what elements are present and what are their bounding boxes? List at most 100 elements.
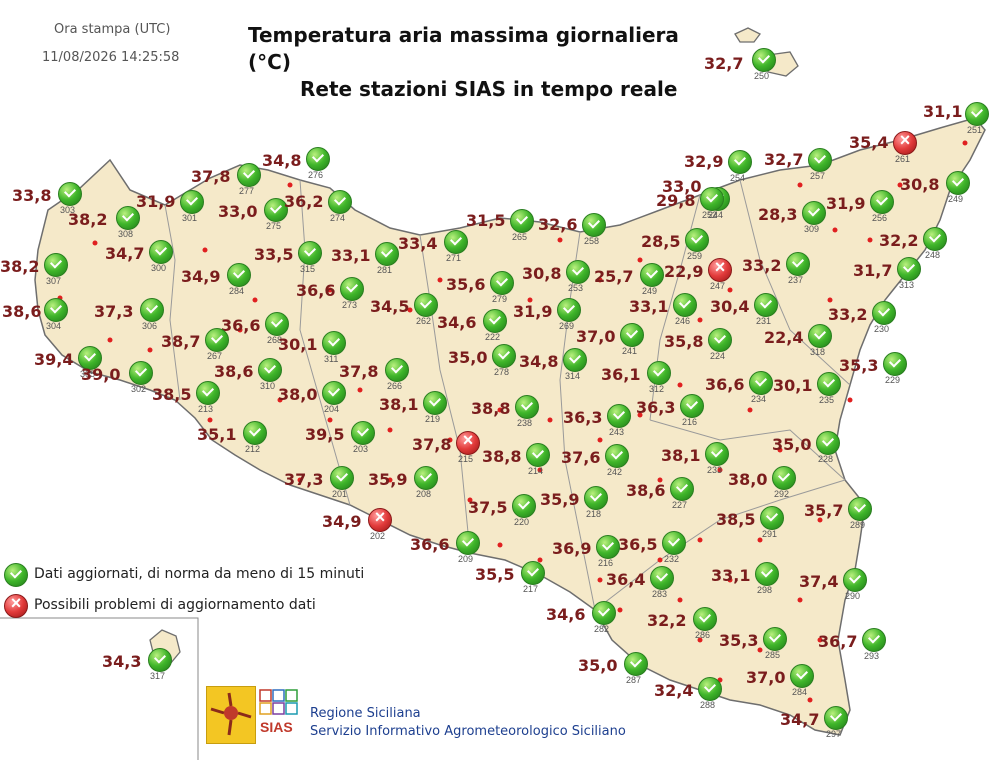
legend-err-label: Possibili problemi di aggiornamento dati: [34, 597, 316, 613]
status-ok-icon: [772, 466, 796, 490]
regione-siciliana-logo: [206, 686, 256, 744]
station-code: 265: [512, 232, 528, 242]
station-code: 247: [710, 281, 726, 291]
station-code: 214: [528, 466, 544, 476]
status-ok-icon: [817, 372, 841, 396]
station-code: 262: [416, 316, 432, 326]
status-ok-icon: [786, 252, 810, 276]
station-code: 244: [708, 210, 724, 220]
status-ok-icon: [605, 444, 629, 468]
status-ok-icon: [298, 241, 322, 265]
station-temperature: 33,5: [254, 245, 294, 264]
status-ok-icon: [322, 331, 346, 355]
station-temperature: 34,6: [546, 605, 586, 624]
station-temperature: 37,8: [412, 435, 452, 454]
status-ok-icon: [640, 263, 664, 287]
station-code: 220: [514, 517, 530, 527]
status-ok-icon: [149, 240, 173, 264]
station-code: 261: [895, 154, 911, 164]
station-code: 302: [131, 384, 147, 394]
station-temperature: 28,3: [758, 205, 798, 224]
status-ok-icon: [693, 607, 717, 631]
station-code: 219: [425, 414, 441, 424]
station-temperature: 33,0: [662, 177, 702, 196]
station-temperature: 35,5: [475, 565, 515, 584]
station-code: 259: [687, 251, 703, 261]
station-temperature: 35,6: [446, 275, 486, 294]
status-ok-icon: [510, 209, 534, 233]
status-ok-icon: [385, 358, 409, 382]
station-code: 217: [523, 584, 539, 594]
station-temperature: 36,7: [818, 632, 858, 651]
station-code: 277: [239, 186, 255, 196]
map-title: Temperatura aria massima giornaliera (°C…: [248, 22, 728, 103]
status-ok-icon: [456, 531, 480, 555]
status-ok-icon: [340, 277, 364, 301]
status-ok-icon: [322, 381, 346, 405]
station-code: 208: [416, 489, 432, 499]
station-temperature: 38,2: [0, 257, 40, 276]
map-title-line2: Rete stazioni SIAS in tempo reale: [300, 77, 678, 101]
station-temperature: 32,7: [704, 54, 744, 73]
org-name-line1: Regione Siciliana: [310, 706, 421, 721]
status-ok-icon: [705, 442, 729, 466]
org-name-line2: Servizio Informativo Agrometeorologico S…: [310, 724, 626, 739]
station-temperature: 35,4: [849, 133, 889, 152]
station-temperature: 34,7: [105, 244, 145, 263]
station-code: 258: [584, 236, 600, 246]
print-time-label: Ora stampa (UTC): [54, 22, 171, 37]
station-temperature: 31,9: [826, 194, 866, 213]
station-temperature: 36,9: [552, 539, 592, 558]
status-ok-icon: [492, 344, 516, 368]
station-temperature: 22,4: [764, 328, 804, 347]
status-ok-icon: [44, 298, 68, 322]
station-code: 312: [649, 384, 665, 394]
station-temperature: 33,4: [398, 234, 438, 253]
status-ok-icon: [870, 190, 894, 214]
station-temperature: 32,6: [538, 215, 578, 234]
station-temperature: 33,2: [742, 256, 782, 275]
station-temperature: 37,0: [576, 327, 616, 346]
station-temperature: 38,5: [716, 510, 756, 529]
status-ok-icon: [265, 312, 289, 336]
station-code: 203: [353, 444, 369, 454]
station-code: 271: [446, 253, 462, 263]
station-temperature: 35,0: [578, 656, 618, 675]
station-temperature: 38,6: [2, 302, 42, 321]
station-code: 275: [266, 221, 282, 231]
station-code: 215: [458, 454, 474, 464]
station-code: 230: [874, 324, 890, 334]
status-ok-icon: [754, 293, 778, 317]
status-ok-icon: [673, 293, 697, 317]
station-temperature: 30,4: [710, 297, 750, 316]
status-ok-icon: [685, 228, 709, 252]
status-ok-icon: [375, 242, 399, 266]
station-code: 288: [700, 700, 716, 710]
station-temperature: 38,0: [278, 385, 318, 404]
station-temperature: 34,6: [437, 313, 477, 332]
station-code: 249: [642, 286, 658, 296]
station-temperature: 35,3: [839, 356, 879, 375]
station-code: 241: [622, 346, 638, 356]
station-code: 274: [330, 213, 346, 223]
station-temperature: 32,7: [764, 150, 804, 169]
station-temperature: 37,0: [746, 668, 786, 687]
station-code: 252: [702, 210, 718, 220]
station-temperature: 37,3: [284, 470, 324, 489]
station-temperature: 33,1: [629, 297, 669, 316]
status-error-icon: [893, 130, 917, 155]
status-ok-icon: [862, 628, 886, 652]
station-temperature: 28,5: [641, 232, 681, 251]
station-temperature: 35,8: [664, 332, 704, 351]
sias-logo: SIAS: [258, 688, 298, 740]
status-ok-icon: [330, 466, 354, 490]
station-code: 237: [788, 275, 804, 285]
status-error-icon: [708, 257, 732, 282]
station-temperature: 31,5: [466, 211, 506, 230]
status-ok-icon: [728, 150, 752, 174]
station-temperature: 34,9: [322, 512, 362, 531]
station-code: 209: [458, 554, 474, 564]
status-error-icon: [4, 593, 28, 618]
station-temperature: 37,8: [191, 167, 231, 186]
status-ok-icon: [414, 466, 438, 490]
